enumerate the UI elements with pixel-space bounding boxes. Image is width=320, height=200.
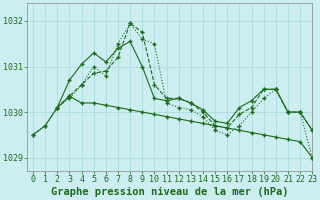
X-axis label: Graphe pression niveau de la mer (hPa): Graphe pression niveau de la mer (hPa): [51, 187, 288, 197]
